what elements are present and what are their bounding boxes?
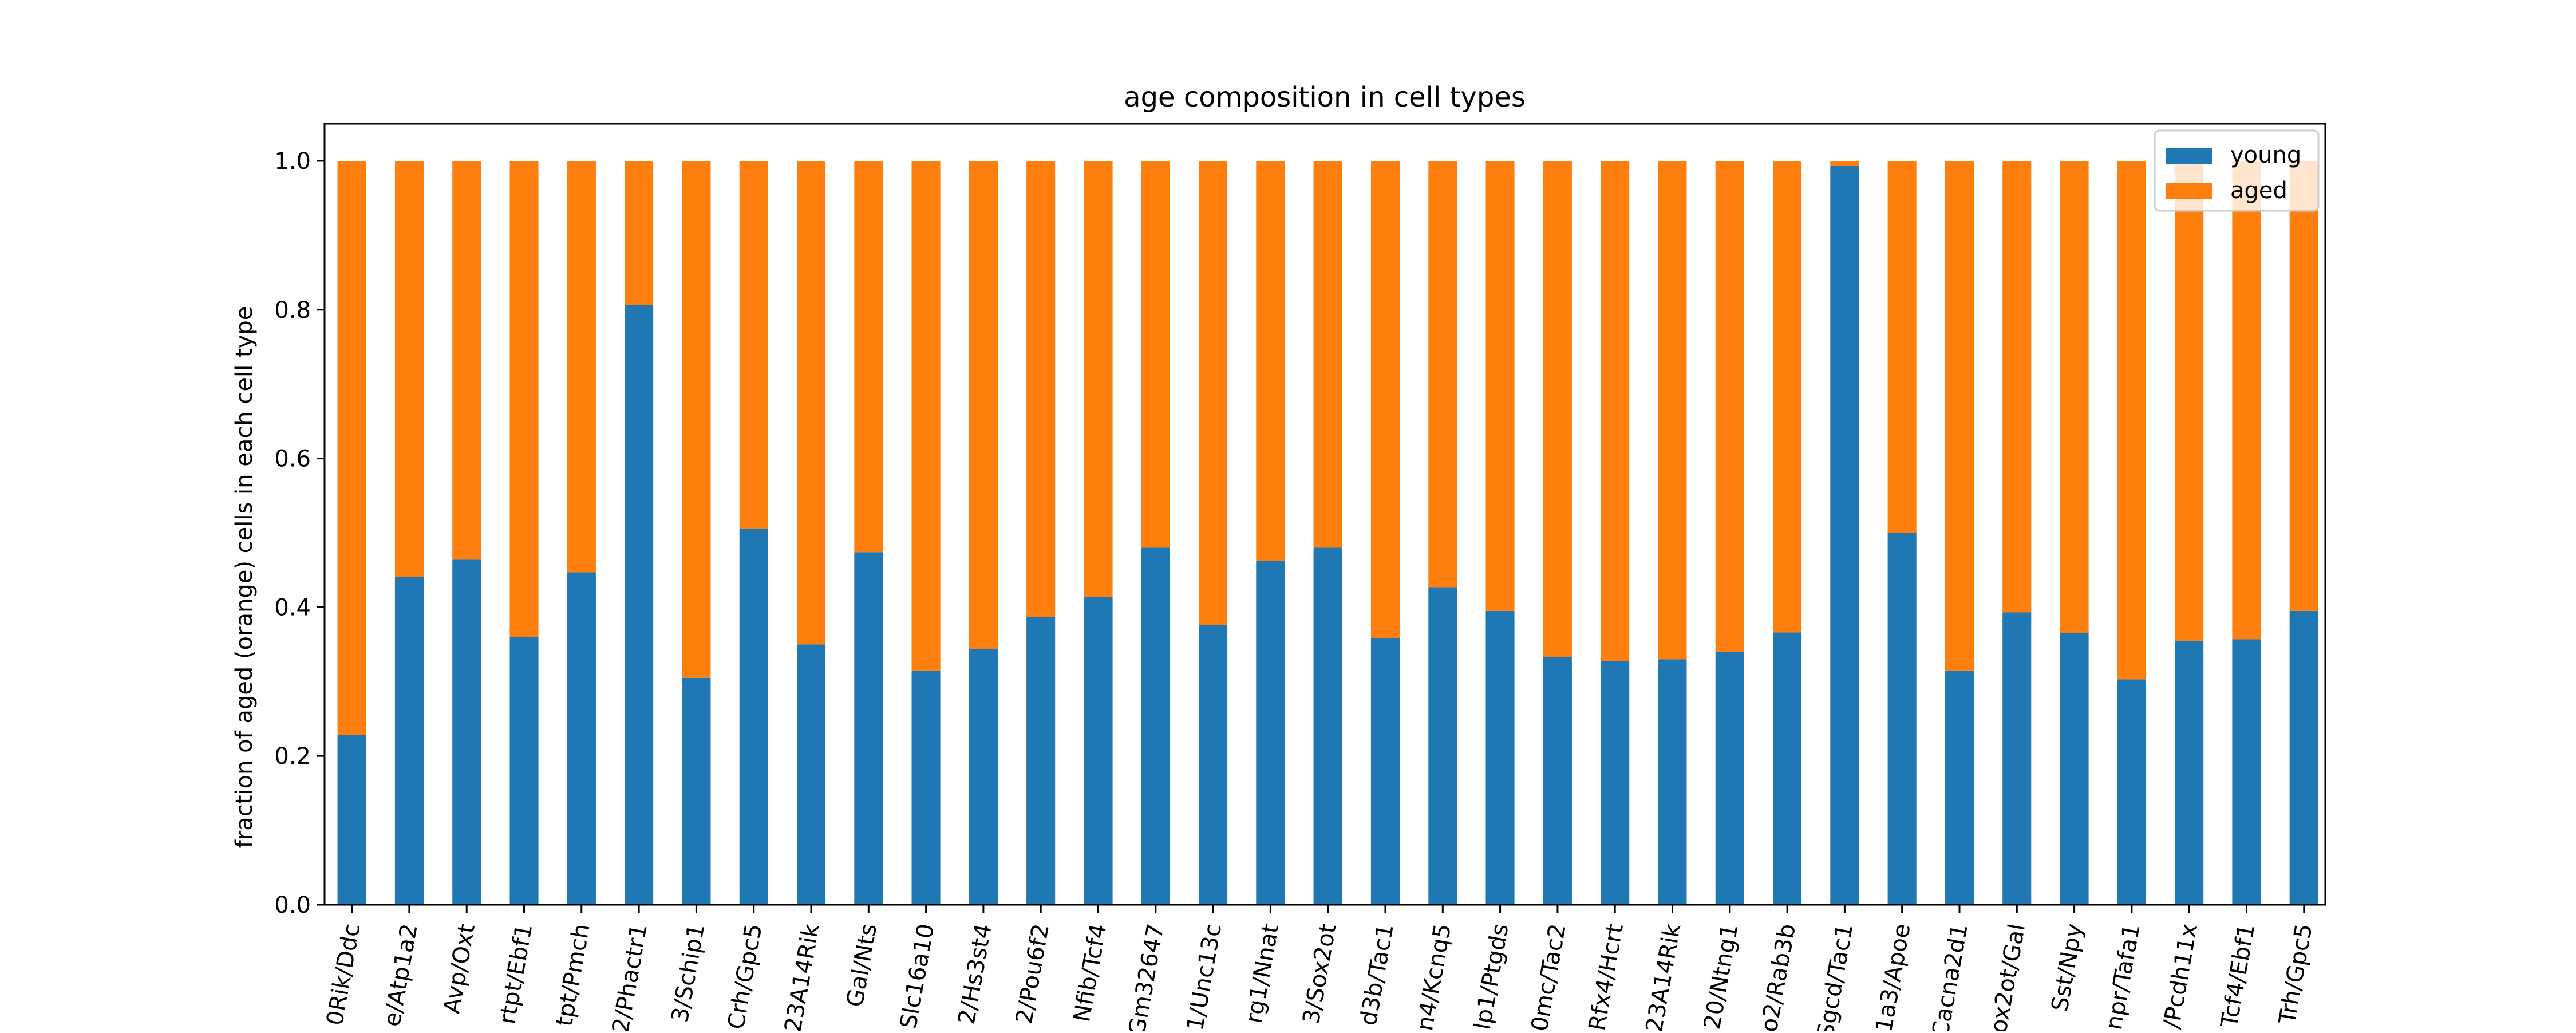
bar-young-19: [1428, 587, 1457, 905]
bar-young-26: [1830, 166, 1859, 905]
bar-aged-23: [1658, 161, 1687, 660]
legend: young aged: [2154, 129, 2320, 212]
bar-young-21: [1543, 657, 1572, 905]
bar-aged-11: [969, 161, 998, 649]
bar-aged-1: [394, 161, 424, 577]
bar-young-33: [2232, 639, 2261, 905]
y-tick-label: 0.8: [274, 297, 311, 324]
bar-young-27: [1887, 533, 1917, 905]
bar-aged-24: [1715, 161, 1744, 652]
bar-young-1: [394, 577, 424, 905]
bar-young-0: [337, 735, 366, 905]
bar-young-25: [1773, 632, 1802, 905]
bar-aged-21: [1543, 161, 1572, 657]
legend-label-aged: aged: [2230, 178, 2287, 204]
bar-aged-16: [1256, 161, 1285, 561]
bar-young-31: [2117, 679, 2146, 905]
bar-aged-30: [2060, 161, 2089, 633]
y-tick-label: 0.6: [274, 446, 311, 472]
y-axis: 0.0 0.2 0.4 0.6 0.8 1.0: [274, 148, 325, 918]
y-tick-label: 0.4: [274, 594, 311, 621]
bar-aged-18: [1370, 161, 1400, 638]
bar-young-32: [2175, 640, 2204, 905]
bar-aged-5: [625, 161, 654, 305]
bar-aged-27: [1887, 161, 1917, 533]
bar-young-29: [2002, 612, 2032, 905]
bar-aged-14: [1141, 161, 1170, 548]
bar-young-15: [1199, 625, 1228, 905]
bar-young-20: [1485, 610, 1515, 905]
bar-aged-13: [1084, 161, 1113, 597]
bar-young-7: [739, 528, 768, 905]
legend-swatch-young: [2166, 148, 2212, 164]
bar-aged-15: [1199, 161, 1228, 625]
bar-aged-7: [739, 161, 768, 529]
bar-young-8: [797, 644, 826, 905]
bar-aged-26: [1830, 161, 1859, 167]
bar-young-3: [509, 637, 539, 905]
bar-aged-28: [1945, 161, 1974, 671]
bar-aged-20: [1485, 161, 1515, 611]
bar-young-18: [1370, 638, 1400, 905]
bar-young-5: [625, 305, 654, 905]
bar-young-16: [1256, 561, 1285, 905]
bar-aged-8: [797, 161, 826, 645]
legend-swatch-aged: [2166, 183, 2212, 199]
bar-aged-29: [2002, 161, 2032, 613]
bar-aged-6: [682, 161, 711, 678]
bar-young-4: [567, 572, 596, 905]
bar-young-6: [682, 677, 711, 905]
bar-young-12: [1026, 617, 1056, 905]
bar-young-11: [969, 649, 998, 905]
bar-aged-2: [452, 161, 481, 560]
bar-aged-25: [1773, 161, 1802, 633]
bar-young-23: [1658, 659, 1687, 905]
bar-young-28: [1945, 670, 1974, 905]
bar-young-34: [2289, 610, 2318, 905]
bar-young-24: [1715, 652, 1744, 905]
bar-young-22: [1601, 660, 1630, 905]
y-tick-label: 0.2: [274, 743, 311, 770]
bar-young-17: [1313, 547, 1342, 905]
bar-aged-10: [911, 161, 941, 671]
bar-aged-9: [854, 161, 883, 553]
legend-label-young: young: [2230, 142, 2301, 168]
bar-aged-34: [2289, 161, 2318, 611]
bar-aged-22: [1601, 161, 1630, 661]
bar-aged-0: [337, 161, 366, 735]
bar-young-30: [2060, 633, 2089, 905]
bar-aged-17: [1313, 161, 1342, 548]
bar-young-10: [911, 670, 941, 905]
bar-young-13: [1084, 597, 1113, 905]
plot-frame: [323, 123, 2326, 906]
bar-young-9: [854, 552, 883, 905]
bar-aged-32: [2175, 161, 2204, 641]
y-tick-label: 0.0: [274, 892, 311, 918]
bar-aged-33: [2232, 161, 2261, 640]
bar-young-14: [1141, 547, 1170, 905]
bar-aged-31: [2117, 161, 2146, 680]
bar-aged-3: [509, 161, 539, 637]
bar-aged-4: [567, 161, 596, 573]
chart-title: age composition in cell types: [1124, 81, 1526, 113]
y-tick-label: 1.0: [274, 148, 311, 175]
bar-aged-19: [1428, 161, 1457, 588]
y-axis-label: fraction of aged (orange) cells in each …: [231, 306, 258, 849]
plot-bars: [337, 161, 2318, 905]
bar-young-2: [452, 559, 481, 905]
bar-aged-12: [1026, 161, 1056, 617]
